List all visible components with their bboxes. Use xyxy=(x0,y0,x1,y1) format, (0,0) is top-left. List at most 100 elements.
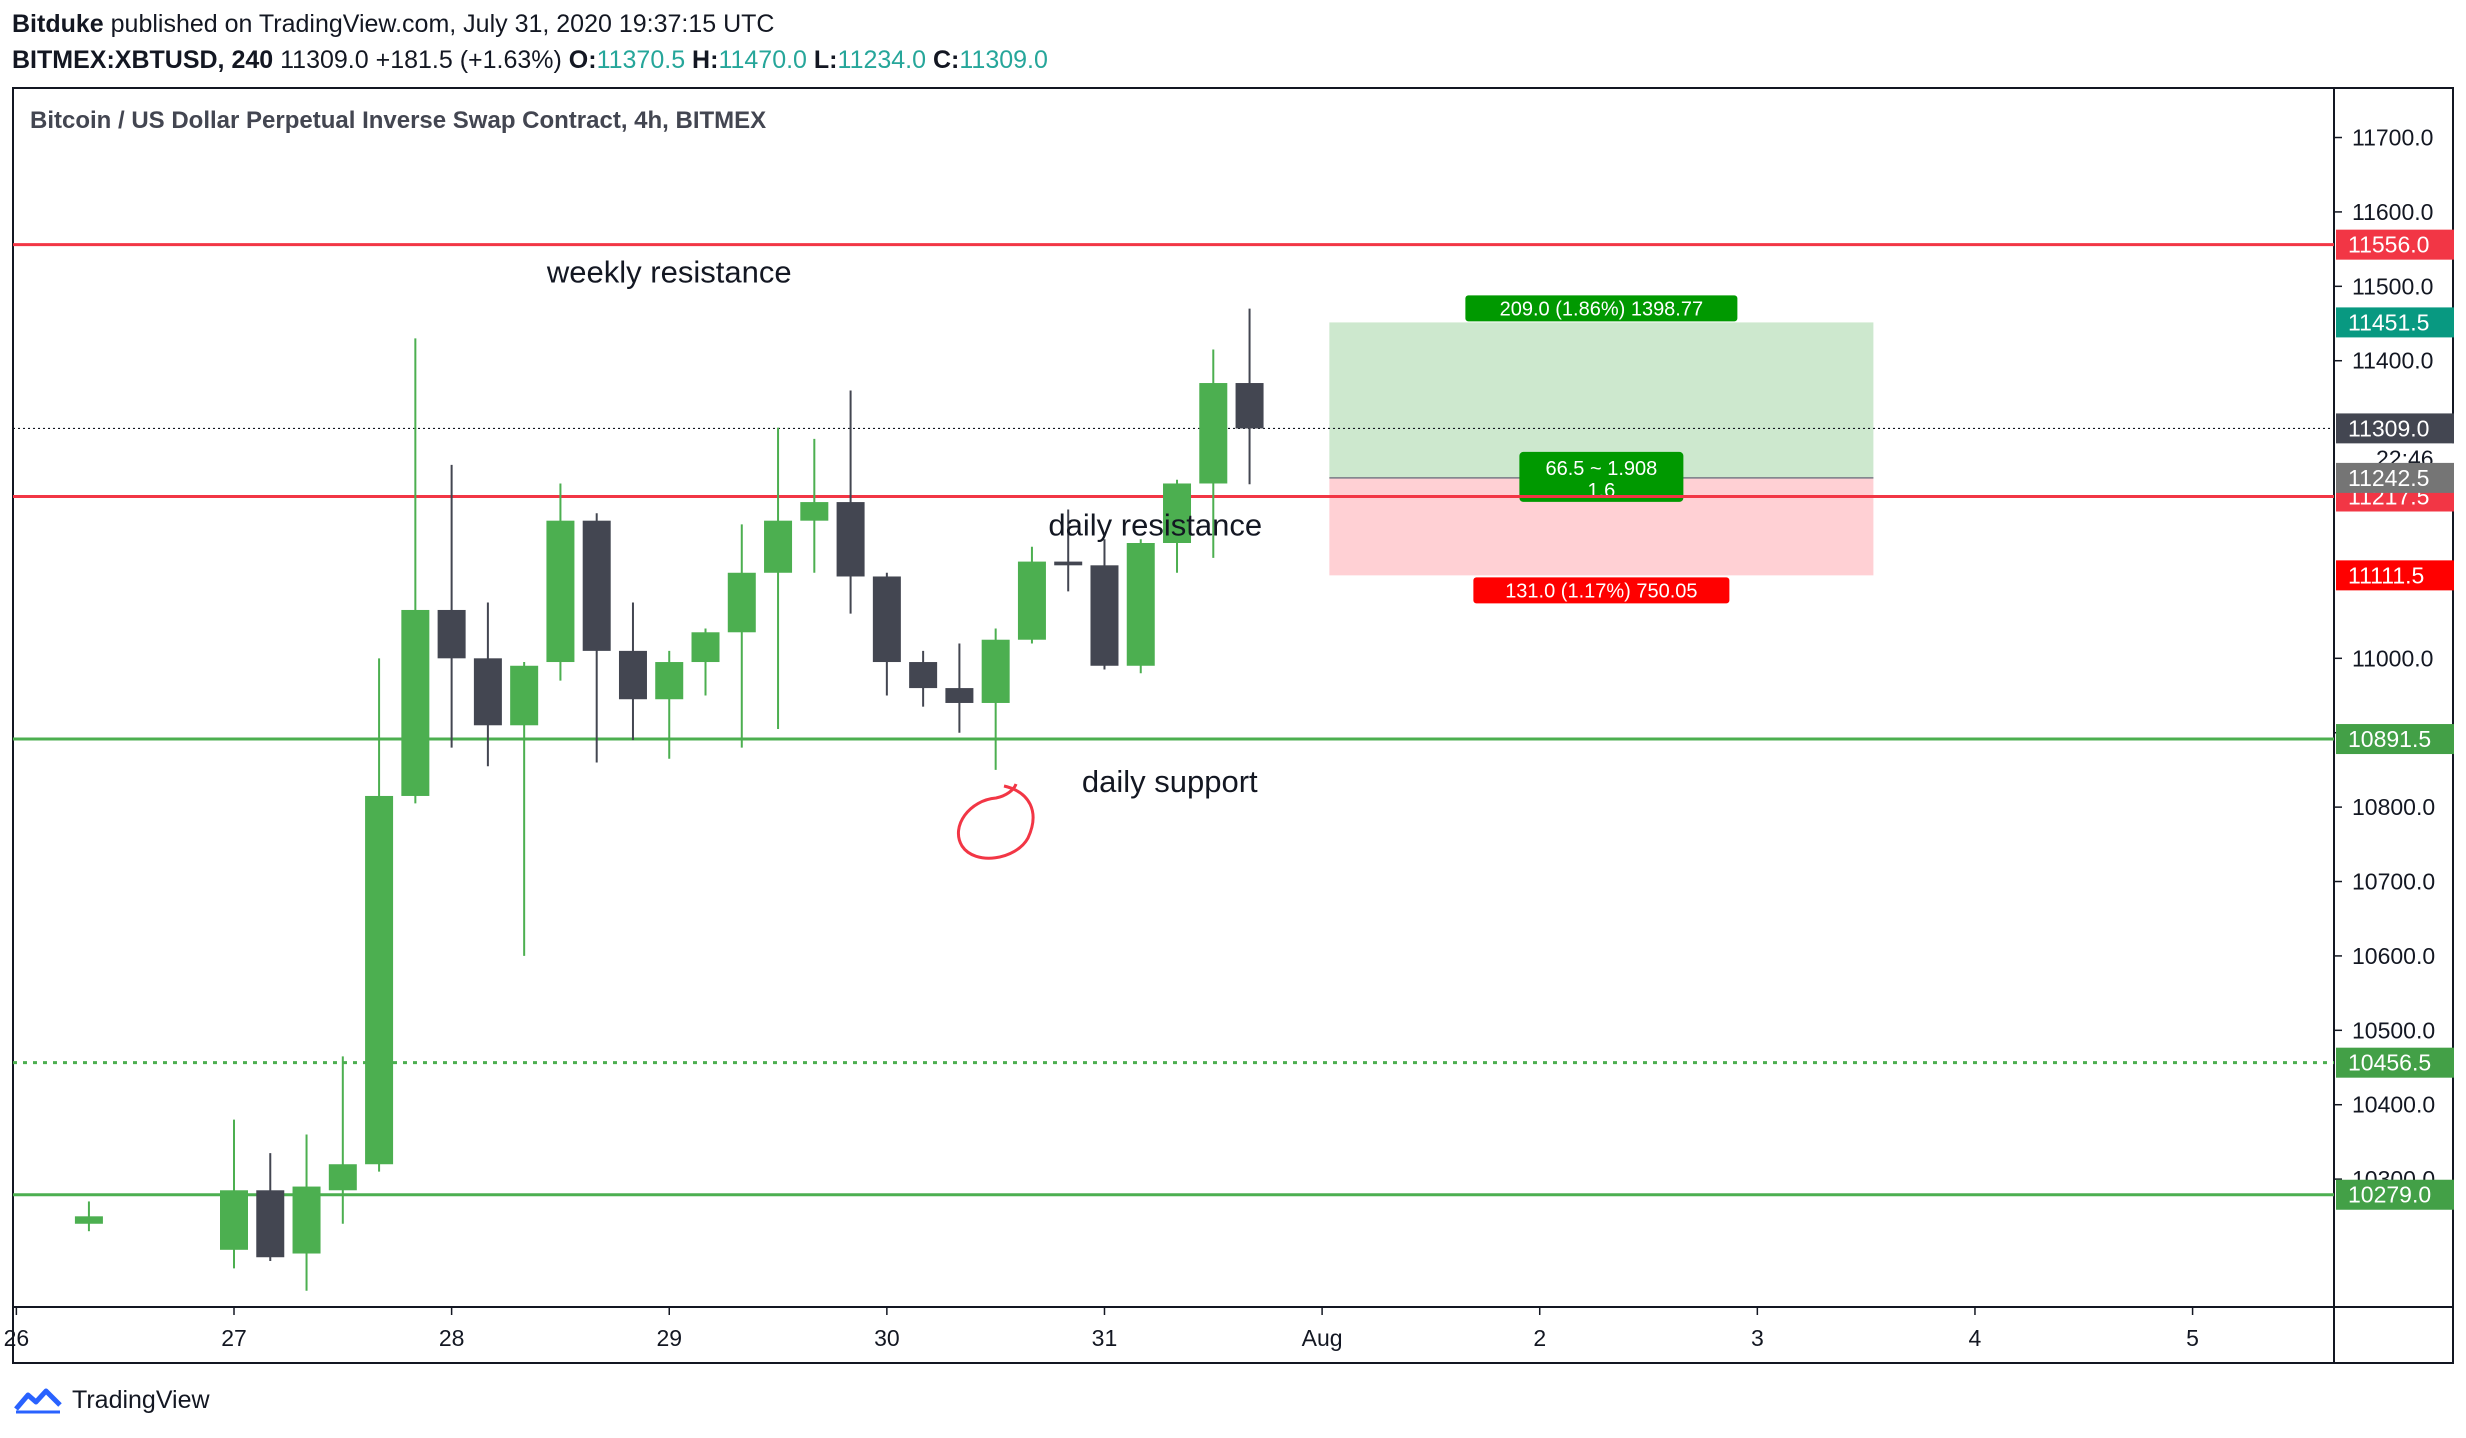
price-tag-label: 11242.5 xyxy=(2348,465,2429,491)
price-tag-box xyxy=(2336,724,2454,755)
candle-body xyxy=(292,1186,321,1254)
price-tick-label: 11400.0 xyxy=(2352,348,2433,374)
last-price: 11309.0 xyxy=(280,46,369,74)
horizontal-lines[interactable] xyxy=(13,243,2334,1197)
candle xyxy=(401,338,430,804)
candle xyxy=(1163,479,1192,573)
candle xyxy=(1090,539,1119,670)
price-tick-label: 10500.0 xyxy=(2352,1017,2435,1043)
candle-body xyxy=(1235,383,1264,429)
position-zones[interactable]: 209.0 (1.86%) 1398.77 131.0 (1.17%) 750.0… xyxy=(1329,295,1874,604)
price-tick-label: 11000.0 xyxy=(2352,645,2433,671)
time-tick-label: 26 xyxy=(4,1325,30,1351)
candle-body xyxy=(1017,561,1046,640)
risk-reward-label: 66.5 ~ 1.908 xyxy=(1545,458,1657,480)
high-label: H: xyxy=(692,46,719,74)
price-change: +181.5 (+1.63%) xyxy=(375,46,562,74)
candle-body xyxy=(328,1164,357,1191)
candle-body xyxy=(1090,565,1119,666)
chart-header: Bitduke published on TradingView.com, Ju… xyxy=(12,6,1048,78)
candle xyxy=(981,628,1010,770)
candle xyxy=(764,427,793,729)
candle xyxy=(292,1134,321,1291)
candle xyxy=(1199,349,1228,558)
candle xyxy=(546,483,575,681)
price-tag-box xyxy=(2336,307,2454,338)
price-tick-label: 10800.0 xyxy=(2352,794,2435,820)
candle xyxy=(1017,546,1046,644)
candle xyxy=(220,1119,248,1269)
low-value: 11234.0 xyxy=(837,46,927,74)
price-axis[interactable]: 11700.011600.011500.011400.011000.010900… xyxy=(2334,125,2435,1193)
open-label: O: xyxy=(568,46,597,74)
candle xyxy=(473,602,502,767)
candle-body xyxy=(365,795,394,1165)
chart-annotation: daily support xyxy=(1082,764,1258,799)
hand-drawn-circle xyxy=(956,783,1035,860)
time-tick-label: 3 xyxy=(1751,1325,1764,1351)
price-tag-label: 11309.0 xyxy=(2348,415,2429,441)
price-tag-label: 10891.5 xyxy=(2348,726,2431,752)
price-tag-box xyxy=(2336,1047,2454,1078)
candle-body xyxy=(220,1190,248,1250)
candle xyxy=(691,628,720,696)
candle xyxy=(437,464,466,748)
candle-body xyxy=(401,609,430,796)
price-tags: 11556.011217.510891.510456.510279.011451… xyxy=(2336,229,2454,1210)
candle-body xyxy=(727,572,756,633)
candle-body xyxy=(437,609,466,659)
time-tick-label: 4 xyxy=(1969,1325,1982,1351)
price-tick-label: 11700.0 xyxy=(2352,125,2433,151)
candle xyxy=(328,1056,357,1224)
candle xyxy=(836,390,865,614)
price-tag-box xyxy=(2336,229,2454,260)
candle-body xyxy=(981,639,1010,703)
price-tag-box xyxy=(2336,1179,2454,1210)
candle-body xyxy=(618,650,647,700)
candle xyxy=(256,1153,285,1261)
price-tag-label: 10279.0 xyxy=(2348,1182,2431,1208)
price-tag-label: 11556.0 xyxy=(2348,232,2429,258)
time-tick-label: 2 xyxy=(1533,1325,1546,1351)
candle-body xyxy=(1199,383,1228,484)
price-tag-label: 11451.5 xyxy=(2348,309,2429,335)
candle-body xyxy=(800,502,829,521)
author-name[interactable]: Bitduke xyxy=(12,10,104,38)
price-tag-label: 10456.5 xyxy=(2348,1050,2431,1076)
time-axis[interactable]: 26 27 28 29 30 31 Aug 2 3 4 5 xyxy=(4,1307,2199,1351)
close-value: 11309.0 xyxy=(959,46,1048,74)
symbol-label: BITMEX:XBTUSD, 240 xyxy=(12,46,274,74)
candle-body xyxy=(256,1190,285,1258)
risk-reward-ratio: 1.6 xyxy=(1587,480,1615,502)
time-tick-label: 5 xyxy=(2186,1325,2199,1351)
price-tick-label: 11500.0 xyxy=(2352,273,2433,299)
publish-line: Bitduke published on TradingView.com, Ju… xyxy=(12,6,1048,42)
candle xyxy=(510,662,539,956)
publish-info: published on TradingView.com, July 31, 2… xyxy=(103,10,775,38)
close-label: C: xyxy=(932,46,960,74)
candle-body xyxy=(582,520,611,651)
footer-brand[interactable]: TradingView xyxy=(72,1385,210,1414)
candle xyxy=(74,1201,103,1232)
candle-body xyxy=(1126,543,1155,666)
candle xyxy=(365,658,394,1172)
candle-body xyxy=(1054,561,1083,566)
ohlc-line: BITMEX:XBTUSD, 240 11309.0 +181.5 (+1.63… xyxy=(12,42,1048,78)
candle-body xyxy=(655,662,684,700)
tradingview-logo-icon xyxy=(14,1388,62,1414)
candle xyxy=(618,602,647,741)
candle-body xyxy=(764,520,793,573)
footer: TradingView xyxy=(12,1378,210,1422)
candle xyxy=(1235,308,1264,485)
candle xyxy=(800,438,829,573)
candle-body xyxy=(74,1216,103,1224)
chart-annotation: weekly resistance xyxy=(546,255,792,290)
annotations: weekly resistance daily resistance daily s… xyxy=(546,255,1262,800)
candle-body xyxy=(546,520,575,663)
candle-body xyxy=(691,632,720,663)
candlesticks xyxy=(74,308,1264,1291)
chart-annotation: daily resistance xyxy=(1048,508,1262,543)
candle xyxy=(727,524,756,748)
candle xyxy=(872,572,901,696)
